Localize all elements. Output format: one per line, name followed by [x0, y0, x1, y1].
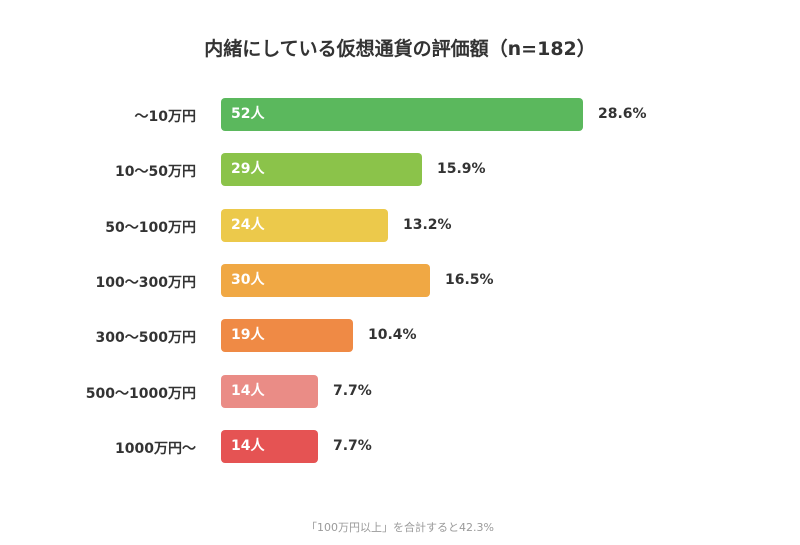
- bar: 14人: [221, 429, 318, 463]
- bar: 29人: [221, 153, 422, 187]
- percent-label: 28.6%: [598, 106, 647, 122]
- category-label: 100〜300万円: [95, 274, 196, 291]
- percent-label: 15.9%: [437, 161, 486, 178]
- bar: 14人: [221, 374, 318, 408]
- category-label: 1000万円〜: [115, 440, 196, 457]
- bar-count-label: 29人: [231, 161, 265, 178]
- category-label: 10〜50万円: [115, 164, 196, 181]
- chart-note: 「100万円以上」を合計すると42.3%: [306, 521, 494, 534]
- bar-count-label: 14人: [231, 382, 265, 399]
- bar: 19人: [221, 319, 353, 353]
- bar-count-label: 30人: [231, 271, 265, 288]
- bar-count-label: 14人: [231, 437, 265, 454]
- bar-count-label: 19人: [231, 327, 265, 344]
- percent-label: 7.7%: [333, 382, 372, 399]
- category-label: 〜10万円: [134, 109, 196, 125]
- category-label: 500〜1000万円: [85, 385, 196, 402]
- percent-label: 10.4%: [368, 327, 417, 344]
- bar-count-label: 24人: [231, 216, 265, 233]
- percent-label: 7.7%: [333, 437, 372, 454]
- bar: 30人: [221, 263, 430, 297]
- chart-title: 内緒にしている仮想通貨の評価額（n=182）: [204, 38, 596, 60]
- percent-label: 13.2%: [403, 216, 452, 233]
- category-label: 300〜500万円: [95, 330, 196, 347]
- percent-label: 16.5%: [445, 271, 494, 288]
- bar: 24人: [221, 208, 388, 242]
- bar: 52人: [221, 98, 583, 131]
- bar-count-label: 52人: [231, 106, 265, 122]
- category-label: 50〜100万円: [105, 219, 196, 236]
